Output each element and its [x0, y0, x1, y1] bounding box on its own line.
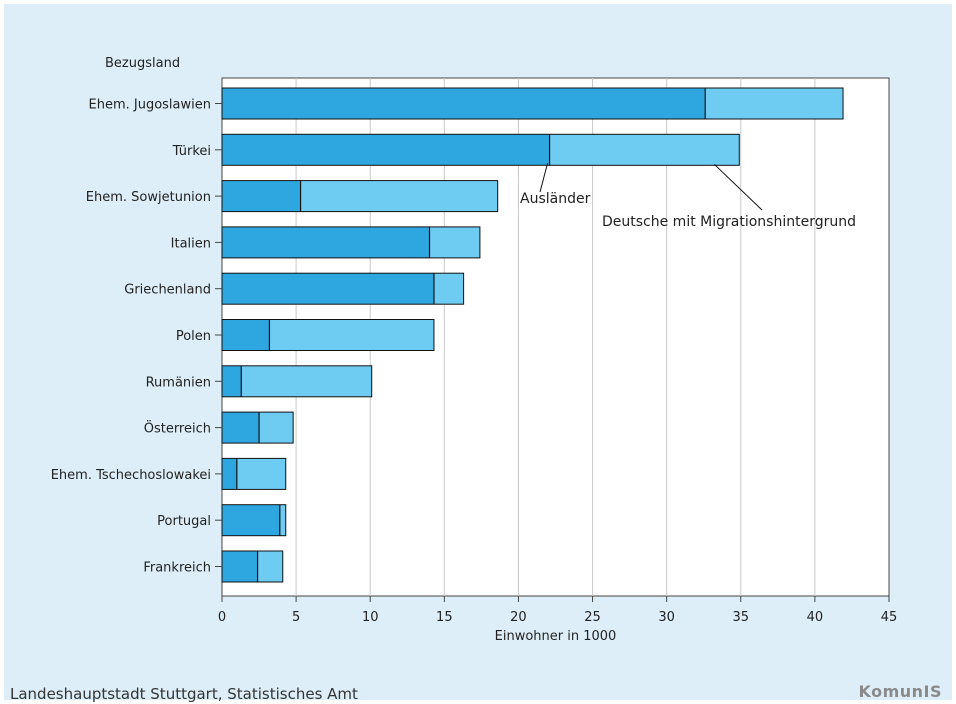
- x-tick-label: 5: [292, 610, 300, 625]
- category-label: Ehem. Sowjetunion: [86, 190, 211, 205]
- bar-auslaender: [222, 226, 430, 258]
- x-tick-label: 35: [733, 610, 750, 625]
- bar-auslaender: [222, 134, 550, 166]
- bar-auslaender: [222, 551, 258, 582]
- x-axis-label: Einwohner in 1000: [495, 629, 617, 644]
- bar-auslaender: [222, 365, 242, 397]
- x-tick-label: 0: [218, 610, 226, 625]
- bar-deutsche-migration: [300, 180, 498, 212]
- x-tick-label: 25: [584, 610, 601, 625]
- bar-deutsche-migration: [241, 365, 372, 397]
- category-label: Griechenland: [124, 283, 211, 298]
- bar-auslaender: [222, 319, 270, 351]
- x-tick-label: 45: [881, 610, 898, 625]
- bar-deutsche-migration: [259, 412, 294, 444]
- bar-auslaender: [222, 504, 280, 536]
- category-label: Türkei: [172, 144, 211, 159]
- category-axis-label: Bezugsland: [105, 56, 180, 71]
- bar-auslaender: [222, 273, 434, 305]
- category-label: Ehem. Jugoslawien: [89, 98, 212, 113]
- annotation-label: Ausländer: [520, 191, 591, 207]
- bar-auslaender: [222, 88, 706, 119]
- bar-deutsche-migration: [257, 551, 283, 582]
- x-tick-label: 40: [807, 610, 824, 625]
- bar-auslaender: [222, 412, 260, 444]
- komunis-logo: KomunIS: [858, 682, 942, 701]
- category-label: Portugal: [157, 514, 211, 529]
- category-label: Frankreich: [143, 561, 211, 576]
- bar-deutsche-migration: [549, 134, 740, 166]
- bar-deutsche-migration: [433, 273, 464, 305]
- bar-auslaender: [222, 458, 237, 490]
- category-label: Rumänien: [146, 375, 211, 390]
- bar-deutsche-migration: [269, 319, 434, 351]
- chart-panel: Ehem. Jugoslawien Türkei Ehem. Sowjetunion…: [4, 4, 952, 703]
- bar-auslaender: [222, 180, 301, 212]
- bar-deutsche-migration: [279, 504, 286, 536]
- category-label: Ehem. Tschechoslowakei: [51, 468, 211, 483]
- x-tick-label: 30: [658, 610, 675, 625]
- source-note: Landeshauptstadt Stuttgart, Statistische…: [10, 685, 358, 703]
- annotation-leader: [713, 163, 763, 211]
- x-tick-label: 20: [510, 610, 527, 625]
- bar-deutsche-migration: [705, 88, 844, 119]
- category-label: Italien: [171, 236, 211, 251]
- bar-deutsche-migration: [429, 226, 480, 258]
- annotation-leader: [539, 163, 549, 193]
- x-tick-label: 15: [436, 610, 453, 625]
- annotation-label: Deutsche mit Migrationshintergrund: [602, 214, 856, 230]
- bar-deutsche-migration: [236, 458, 286, 490]
- bar-chart: Ehem. Jugoslawien Türkei Ehem. Sowjetunion…: [51, 56, 898, 644]
- x-tick-label: 10: [362, 610, 379, 625]
- category-label: Österreich: [144, 420, 211, 437]
- category-label: Polen: [176, 329, 211, 344]
